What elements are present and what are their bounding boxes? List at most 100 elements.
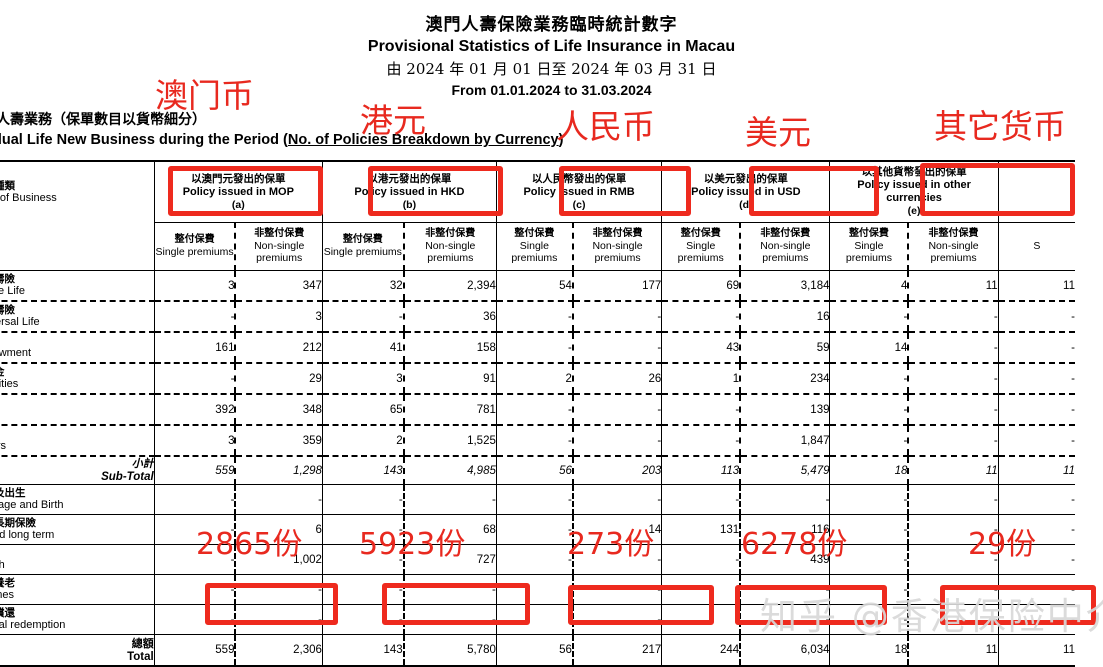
data-cell: -: [234, 574, 323, 605]
data-cell-truncated: 11: [998, 456, 1075, 485]
annotation-currency-label-4: 其它货币: [934, 107, 1066, 146]
row-label-en: Others: [0, 440, 7, 452]
data-cell: 1,847: [739, 425, 831, 457]
currency-rmb-en: Policy issued in RMB: [523, 185, 635, 198]
currency-group-other: 以其他貨幣發出的保單 Policy issued in other curren…: [829, 159, 999, 223]
data-cell: 234: [739, 363, 831, 395]
data-cell: -: [571, 604, 663, 635]
data-cell: -: [322, 514, 404, 545]
data-cell: 11: [907, 270, 999, 302]
subhead-single-cn: 整付保費: [514, 228, 555, 240]
data-cell: 41: [322, 332, 404, 364]
subhead-rmb-single: 整付保費 Single premiums: [496, 222, 573, 272]
data-cell: 113: [661, 456, 741, 485]
row-label-en: Tontines: [0, 589, 14, 601]
data-cell: 36: [402, 301, 497, 333]
data-cell: -: [322, 484, 404, 515]
currency-other-cn: 以其他貨幣發出的保單: [861, 166, 967, 179]
table-row: 定期Term39234865781---139---: [0, 394, 1075, 426]
data-cell: -: [496, 484, 573, 515]
data-cell: -: [496, 604, 573, 635]
table-row: 終身壽險Whole Life3347322,39454177693,184411…: [0, 270, 1075, 302]
data-cell: 65: [322, 394, 404, 426]
data-cell: -: [661, 544, 741, 575]
currency-other-en: Policy issued in other currencies: [857, 179, 971, 205]
data-cell: 143: [322, 456, 404, 485]
data-cell: 347: [234, 270, 323, 302]
data-cell: -: [322, 544, 404, 575]
row-label-cn: 結婚及出生: [0, 487, 26, 499]
data-cell: 29: [234, 363, 323, 395]
period-chinese: 由 2024 年 01 月 01 日至 2024 年 03 月 31 日: [386, 60, 717, 78]
subhead-nonsingle-cn: 非整付保費: [425, 228, 476, 240]
subtitle-english: dividual Life New Business during the Pe…: [0, 131, 668, 150]
subhead-nonsingle-cn: 非整付保費: [254, 228, 305, 240]
row-label-cn: 終身壽險: [0, 273, 15, 285]
data-cell: 69: [661, 270, 741, 302]
subhead-single-en: Single premiums: [323, 246, 402, 259]
subhead-nonsingle-en1: Non-single: [425, 240, 476, 253]
data-cell: 131: [661, 514, 741, 545]
data-cell-truncated: -: [998, 604, 1075, 635]
data-cell: 4: [829, 270, 909, 302]
data-cell: 212: [234, 332, 323, 364]
data-cell-truncated: -: [998, 425, 1075, 457]
document-title-block: 澳門人壽保險業務臨時統計數字 Provisional Statistics of…: [0, 14, 1103, 99]
table-row: 其他Others335921,525---1,847---: [0, 425, 1075, 457]
data-cell: 392: [154, 394, 236, 426]
data-cell: -: [234, 484, 323, 515]
row-label-en: Marriage and Birth: [0, 499, 64, 511]
row-label-en: Linked long term: [0, 529, 55, 541]
data-cell: -: [154, 484, 236, 515]
data-cell: 11: [907, 456, 999, 485]
data-cell: 5,780: [402, 634, 497, 667]
statistics-table: 業務種類 Type of Business 以澳門元發出的保單 Policy i…: [0, 159, 1075, 667]
data-cell: 348: [234, 394, 323, 426]
currency-usd-note: (d): [739, 198, 753, 211]
row-label-cn: 萬用壽險: [0, 304, 15, 316]
data-cell: -: [496, 514, 573, 545]
data-cell: 2: [496, 363, 573, 395]
annotation-currency-label-0: 澳门币: [155, 76, 254, 115]
data-cell: -: [907, 425, 999, 457]
data-cell: 3: [154, 425, 236, 457]
data-cell: -: [234, 604, 323, 635]
annotation-policy-count-0: 2865份: [196, 527, 303, 562]
row-label: 連結長期保險Linked long term: [0, 514, 155, 545]
data-cell: -: [402, 604, 497, 635]
subtitle-en-underline: No. of Policies Breakdown by Currency: [287, 132, 559, 148]
data-cell: 56: [496, 456, 573, 485]
row-label: 定期Term: [0, 394, 155, 426]
data-cell-truncated: -: [998, 332, 1075, 364]
data-cell: 244: [661, 634, 741, 667]
data-cell: -: [571, 484, 663, 515]
data-cell: -: [154, 574, 236, 605]
subhead-other-single: 整付保費 Single premiums: [829, 222, 909, 272]
data-cell: 158: [402, 332, 497, 364]
row-label: 定期金Annuities: [0, 363, 155, 395]
subhead-nonsingle-en2: premiums: [427, 252, 474, 265]
data-cell-truncated: -: [998, 301, 1075, 333]
title-english: Provisional Statistics of Life Insurance…: [367, 38, 736, 55]
row-label: 總額 Total: [0, 634, 155, 667]
subhead-nonsingle-cn: 非整付保費: [592, 228, 643, 240]
data-cell: -: [829, 425, 909, 457]
annotation-policy-count-4: 29份: [968, 527, 1037, 562]
data-cell: -: [402, 484, 497, 515]
data-cell: -: [907, 363, 999, 395]
currency-mop-cn: 以澳門元發出的保單: [191, 172, 286, 185]
header-type-of-business: 業務種類 Type of Business: [0, 160, 155, 271]
data-cell: -: [661, 484, 741, 515]
row-label-cn: 定期: [0, 397, 154, 409]
data-cell-truncated: -: [998, 484, 1075, 515]
data-cell: -: [496, 332, 573, 364]
data-cell: 6: [234, 514, 323, 545]
data-cell: -: [496, 301, 573, 333]
subtitle-block: 個人人壽業務（保單數目以貨幣細分） dividual Life New Busi…: [0, 110, 668, 150]
row-label: 儲蓄Endowment: [0, 332, 155, 364]
data-cell: -: [322, 604, 404, 635]
data-cell: 559: [154, 634, 236, 667]
row-label-en: Whole Life: [0, 285, 25, 297]
